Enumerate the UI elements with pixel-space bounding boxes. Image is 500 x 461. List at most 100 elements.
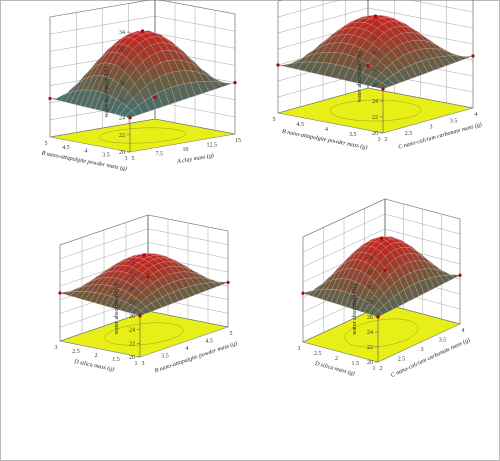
y-tick-label: 3: [378, 137, 381, 143]
design-point: [233, 80, 237, 85]
y-tick-label: 5: [45, 141, 48, 147]
y-axis-title: D silica mass (g): [313, 360, 355, 378]
z-tick-label: 34: [367, 255, 373, 261]
x-tick-label: 3.5: [161, 354, 169, 360]
z-tick-label: 32: [129, 273, 135, 279]
design-point: [142, 253, 146, 257]
y-tick-label: 4.5: [62, 145, 70, 151]
design-point: [383, 268, 387, 272]
z-tick-label: 24: [367, 330, 373, 336]
grid-line-z: [302, 228, 461, 268]
floor-plane: [277, 87, 474, 134]
y-tick-label: 3: [298, 346, 301, 352]
surface-mesh: [49, 30, 236, 118]
grid-line-z: [49, 118, 236, 138]
x-axis-title: A clay mass (g): [176, 152, 215, 165]
x-tick-label: 15: [235, 138, 241, 144]
y-tick-label: 3.5: [102, 152, 110, 158]
z-tick-label: 30: [129, 286, 135, 292]
surface-cell: [124, 110, 137, 118]
y-tick-label: 2: [335, 356, 338, 362]
y-tick-label: 5: [273, 117, 276, 123]
x-tick-label: 7.5: [156, 152, 164, 158]
x-tick-label: 2.5: [398, 357, 406, 363]
z-tick-label: 22: [119, 133, 125, 139]
z-tick-label: 26: [367, 315, 373, 321]
z-tick-label: 28: [372, 67, 378, 73]
x-tick-label: 3.5: [439, 338, 447, 344]
z-tick-label: 34: [129, 259, 135, 265]
z-tick-label: 32: [367, 270, 373, 276]
grid-line-z: [59, 228, 229, 259]
design-point: [146, 275, 150, 279]
surface-panel-1: 20 22 24 26 28 30 32 34 5 7.5 10 12.5 15 3 3.5 4 4.5 5 A c…: [41, 0, 241, 172]
grid-line-z: [302, 198, 461, 238]
z-tick-label: 24: [372, 99, 378, 105]
x-tick-label: 4: [462, 328, 465, 334]
z-tick-label: 32: [372, 35, 378, 41]
x-tick-label: 12.5: [207, 143, 218, 149]
x-tick-label: 5: [230, 331, 233, 337]
z-tick-label: 28: [119, 81, 125, 87]
grid-line-z: [49, 15, 236, 35]
grid-line-z: [277, 7, 474, 34]
surface-cell: [376, 82, 389, 90]
z-tick-label: 22: [129, 341, 135, 347]
x-tick-label: 5: [132, 156, 135, 162]
x-tick-label: 3: [421, 347, 424, 353]
design-point: [226, 280, 230, 285]
z-tick-label: 30: [119, 64, 125, 70]
x-tick-label: 2: [380, 366, 383, 372]
x-tick-label: 4: [475, 112, 478, 118]
z-axis-title: water absorption (%): [103, 67, 110, 118]
y-tick-label: 3.5: [349, 132, 357, 138]
y-tick-label: 3: [125, 156, 128, 162]
design-point: [153, 95, 157, 100]
z-tick-label: 22: [372, 115, 378, 121]
z-tick-label: 28: [367, 300, 373, 306]
surface-cell: [373, 310, 384, 318]
design-point: [58, 291, 62, 295]
design-point: [48, 96, 52, 101]
z-tick-label: 32: [119, 47, 125, 53]
y-tick-label: 2: [95, 353, 98, 359]
y-tick-label: 3: [55, 345, 58, 351]
z-tick-label: 22: [367, 345, 373, 351]
surface-cell: [134, 310, 146, 317]
z-axis-title: water absorption (%): [356, 52, 363, 103]
grid-line-z: [277, 0, 283, 2]
floor-contour: [98, 127, 187, 144]
x-tick-label: 3: [430, 125, 433, 131]
floor-contour: [104, 322, 184, 346]
floor-contour: [329, 99, 422, 122]
y-tick-label: 1.5: [352, 361, 360, 367]
y-tick-label: 1: [373, 366, 376, 372]
z-tick-label: 34: [372, 19, 378, 25]
x-tick-label: 2.5: [405, 131, 413, 137]
surface-mesh: [302, 236, 461, 318]
y-tick-label: 4.5: [297, 122, 305, 128]
z-tick-label: 24: [129, 328, 135, 334]
z-tick-label: 28: [129, 300, 135, 306]
grid-line-z: [59, 214, 229, 246]
y-tick-label: 1.5: [112, 357, 120, 363]
z-tick-label: 20: [367, 360, 373, 366]
x-tick-label: 4: [186, 346, 189, 352]
y-tick-label: 1: [135, 361, 138, 367]
design-point: [301, 291, 305, 295]
grid-line-z: [49, 0, 236, 18]
x-tick-label: 3.5: [450, 118, 458, 124]
grid-line-z: [277, 0, 474, 18]
z-tick-label: 30: [372, 51, 378, 57]
y-tick-label: 4: [85, 149, 88, 155]
design-point: [140, 29, 145, 33]
z-tick-label: 30: [367, 285, 373, 291]
x-tick-label: 4.5: [205, 339, 213, 345]
grid-line-z: [59, 242, 229, 273]
y-tick-label: 2.5: [72, 349, 80, 355]
floor-contour: [344, 318, 419, 348]
design-point: [373, 14, 378, 18]
design-point: [379, 236, 384, 241]
